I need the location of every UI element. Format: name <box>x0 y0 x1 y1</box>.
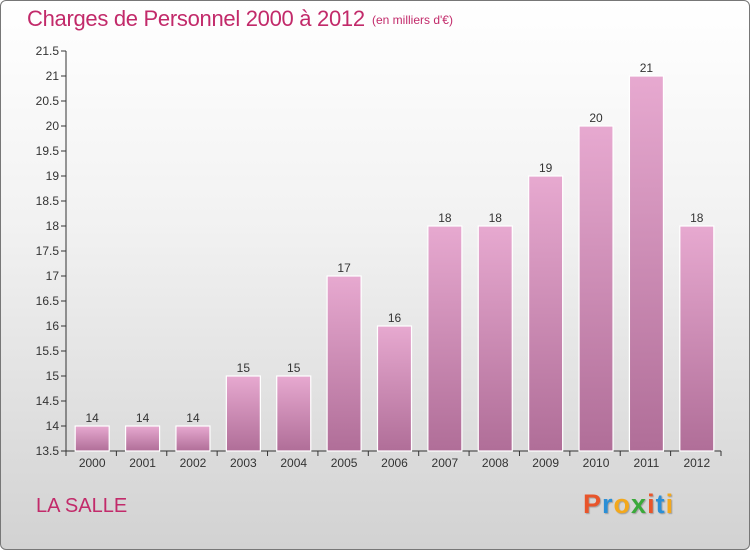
bar <box>276 375 312 452</box>
logo-letter: r <box>602 489 614 519</box>
y-tick-label: 16.5 <box>36 294 60 308</box>
x-tick-label: 2008 <box>482 456 509 470</box>
data-label: 21 <box>640 61 654 75</box>
data-label: 16 <box>388 311 402 325</box>
x-tick-label: 2004 <box>280 456 307 470</box>
bar <box>578 125 614 452</box>
y-tick-label: 16 <box>46 319 60 333</box>
y-tick-label: 14 <box>46 419 60 433</box>
bar <box>175 425 211 452</box>
y-tick-label: 14.5 <box>36 394 60 408</box>
bar <box>225 375 261 452</box>
bar <box>628 75 665 452</box>
bar <box>124 425 161 452</box>
bar <box>679 225 715 452</box>
logo-letter: t <box>655 489 666 519</box>
bar <box>376 325 413 452</box>
x-tick-label: 2007 <box>432 456 459 470</box>
data-label: 15 <box>287 361 301 375</box>
place-name: LA SALLE <box>36 495 128 517</box>
data-label: 14 <box>86 411 100 425</box>
logo-letter: P <box>583 489 603 519</box>
logo-letter: x <box>631 489 648 519</box>
x-tick-label: 2002 <box>180 456 207 470</box>
data-label: 18 <box>489 211 503 225</box>
y-tick-label: 13.5 <box>36 444 60 458</box>
bar <box>326 275 362 452</box>
x-tick-label: 2012 <box>683 456 710 470</box>
data-label: 18 <box>438 211 452 225</box>
chart-title: Charges de Personnel 2000 à 2012 <box>27 6 365 31</box>
data-label: 15 <box>237 361 251 375</box>
bar <box>477 225 513 452</box>
x-tick-label: 2010 <box>583 456 610 470</box>
y-tick-label: 18 <box>46 219 60 233</box>
x-tick-label: 2001 <box>129 456 156 470</box>
bar <box>427 225 463 452</box>
data-label: 18 <box>690 211 704 225</box>
y-tick-label: 19.5 <box>36 144 60 158</box>
data-label: 17 <box>337 261 351 275</box>
y-tick-label: 18.5 <box>36 194 60 208</box>
logo-letter: i <box>647 489 656 519</box>
data-label: 14 <box>136 411 150 425</box>
y-tick-label: 20.5 <box>36 94 60 108</box>
x-tick-label: 2003 <box>230 456 257 470</box>
data-label: 14 <box>186 411 200 425</box>
logo-letter: o <box>613 489 632 519</box>
x-tick-label: 2006 <box>381 456 408 470</box>
data-label: 19 <box>539 161 553 175</box>
y-tick-label: 20 <box>46 119 60 133</box>
proxiti-logo[interactable]: Proxiti <box>583 489 674 520</box>
y-tick-label: 17 <box>46 269 60 283</box>
y-tick-label: 21 <box>46 69 60 83</box>
y-tick-label: 21.5 <box>36 44 60 58</box>
x-tick-label: 2005 <box>331 456 358 470</box>
y-tick-label: 15.5 <box>36 344 60 358</box>
x-tick-label: 2009 <box>532 456 559 470</box>
chart-subtitle: (en milliers d'€) <box>372 13 453 27</box>
data-label: 20 <box>589 111 603 125</box>
bar <box>528 175 564 452</box>
x-tick-label: 2011 <box>634 456 660 470</box>
y-tick-label: 17.5 <box>36 244 60 258</box>
logo-letter: i <box>665 489 675 519</box>
y-tick-label: 19 <box>46 169 60 183</box>
bar <box>74 425 110 452</box>
y-tick-label: 15 <box>46 369 60 383</box>
x-tick-label: 2000 <box>79 456 106 470</box>
